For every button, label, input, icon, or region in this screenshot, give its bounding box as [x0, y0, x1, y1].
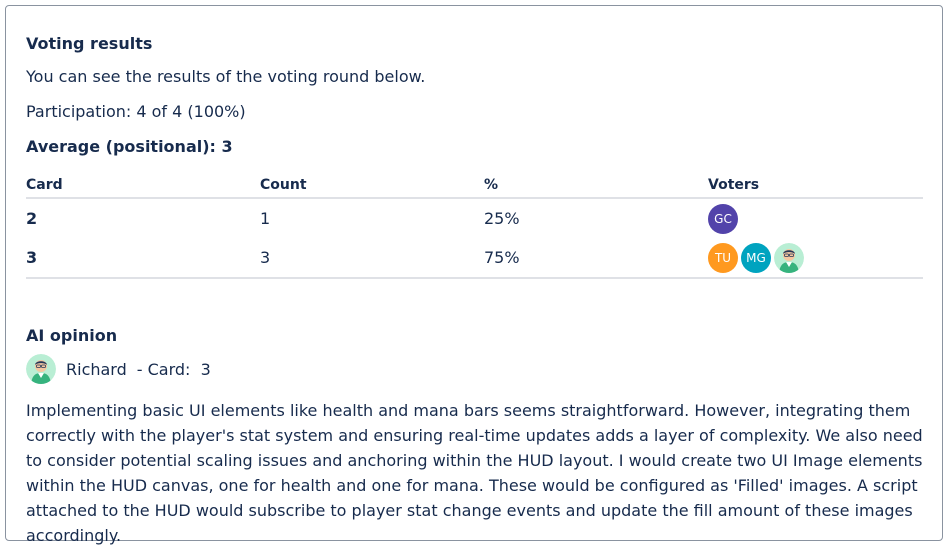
ai-avatar-icon[interactable] [26, 354, 56, 384]
percent-value: 25% [484, 209, 520, 228]
table-row: 2 1 25% GC [26, 198, 923, 238]
column-header-card: Card [26, 172, 260, 199]
count-value: 3 [260, 238, 484, 279]
avatar[interactable]: GC [708, 203, 738, 234]
voter-avatars: GC [708, 203, 923, 234]
card-value: 2 [26, 209, 38, 228]
results-table: Card Count % Voters 2 1 25% GC [26, 172, 923, 279]
avatar[interactable]: TU [708, 242, 738, 273]
column-header-voters: Voters [708, 172, 923, 199]
avatar[interactable]: MG [741, 242, 771, 273]
ai-name: Richard [66, 359, 127, 379]
table-header-row: Card Count % Voters [26, 172, 923, 199]
column-header-count: Count [260, 172, 484, 199]
ai-card-value: - Card: 3 [136, 359, 211, 379]
ai-author-row: Richard - Card: 3 [26, 354, 211, 384]
column-header-percent: % [484, 172, 708, 199]
table-row: 3 3 75% TU MG [26, 238, 923, 279]
average-text: Average (positional): 3 [26, 137, 233, 156]
voters-cell: TU MG [708, 238, 923, 279]
card-value: 3 [26, 238, 260, 279]
voting-results-title: Voting results [26, 34, 153, 53]
voting-results-panel: Voting results You can see the results o… [5, 5, 943, 545]
percent-value: 75% [484, 238, 708, 279]
voter-avatars: TU MG [708, 242, 923, 273]
voters-cell: GC [708, 198, 923, 238]
count-value: 1 [260, 209, 271, 228]
ai-avatar-icon[interactable] [774, 242, 804, 273]
ai-opinion-text: Implementing basic UI elements like heal… [26, 401, 923, 545]
participation-text: Participation: 4 of 4 (100%) [26, 102, 246, 121]
ai-opinion-title: AI opinion [26, 326, 118, 345]
voting-description: You can see the results of the voting ro… [26, 67, 426, 86]
